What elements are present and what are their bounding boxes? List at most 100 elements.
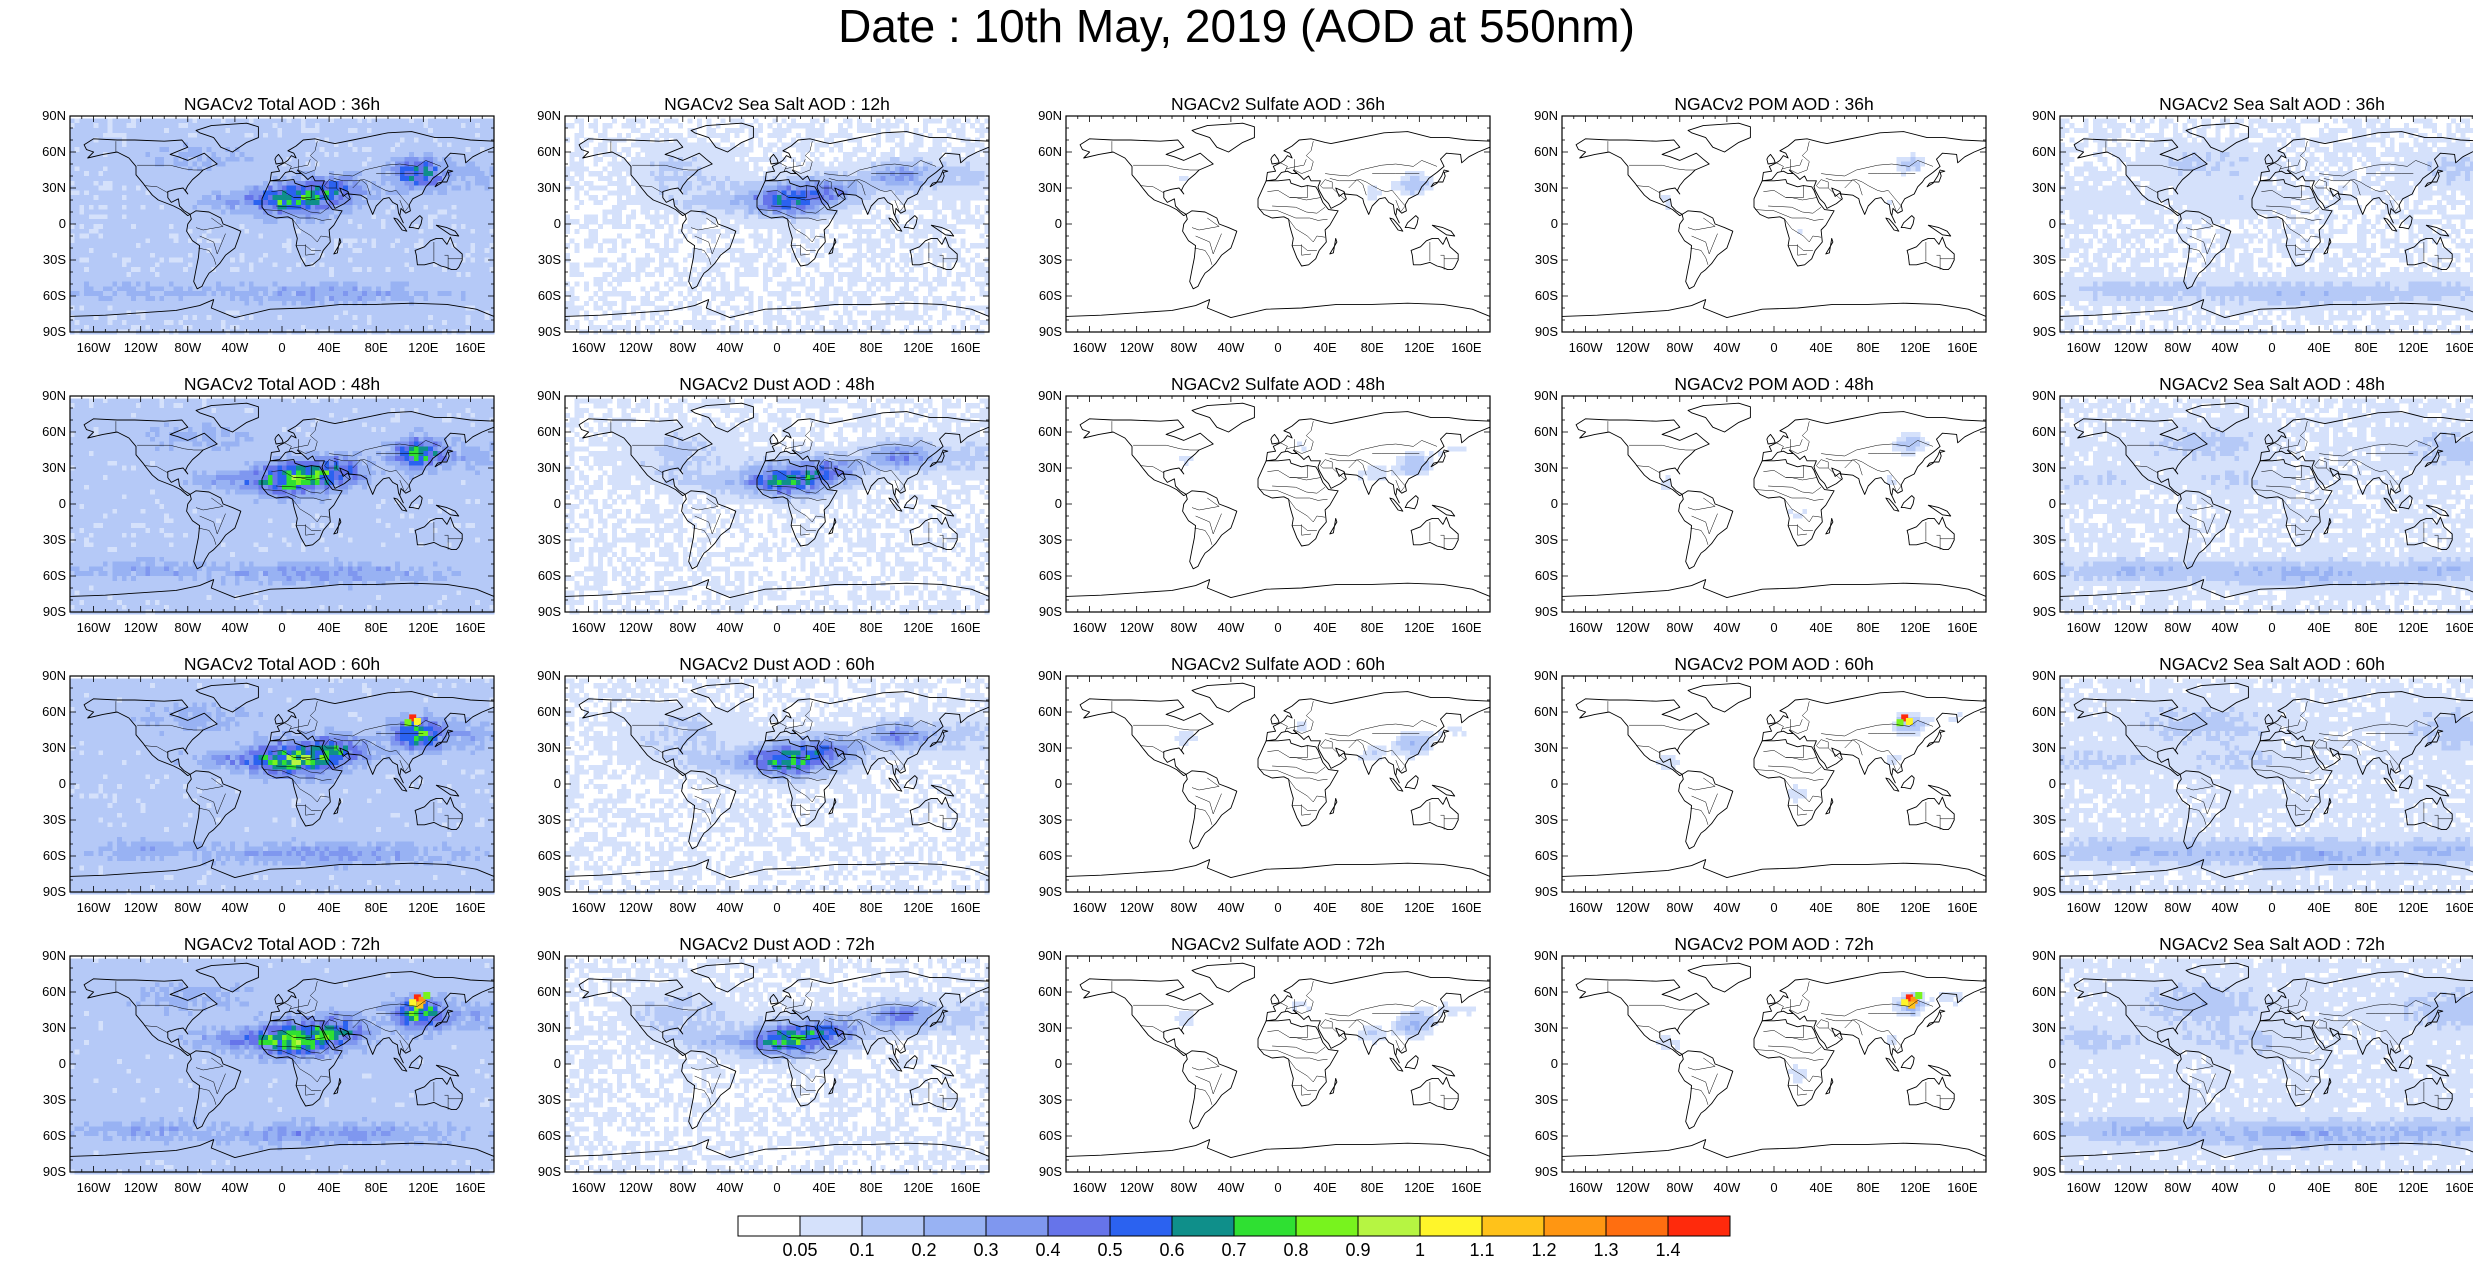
lat-tick-label: 90N bbox=[1038, 108, 1062, 123]
lon-tick-label: 120W bbox=[1616, 1180, 1651, 1195]
lon-tick-label: 120W bbox=[619, 1180, 654, 1195]
colorbar-label: 0.05 bbox=[782, 1240, 817, 1260]
lon-tick-label: 80E bbox=[1857, 1180, 1880, 1195]
lon-tick-label: 160W bbox=[572, 1180, 607, 1195]
lon-tick-label: 160W bbox=[572, 620, 607, 635]
lon-tick-label: 160W bbox=[2067, 620, 2102, 635]
lon-tick-label: 160E bbox=[455, 900, 486, 915]
lon-tick-label: 160E bbox=[1947, 340, 1978, 355]
lon-tick-label: 80W bbox=[1666, 900, 1693, 915]
colorbar-label: 0.4 bbox=[1035, 1240, 1060, 1260]
lon-tick-label: 80E bbox=[1361, 620, 1384, 635]
lat-tick-label: 90N bbox=[2032, 388, 2056, 403]
lon-tick-label: 40E bbox=[318, 1180, 341, 1195]
world-map: 90N 60N 30N 0 30S 60S 90S 160W 120W 80W 40W 0 40E 80E… bbox=[1534, 948, 1987, 1195]
lat-tick-label: 60N bbox=[1534, 704, 1558, 719]
lon-tick-label: 40W bbox=[2212, 340, 2239, 355]
lat-tick-label: 30N bbox=[2032, 1020, 2056, 1035]
lon-tick-label: 120W bbox=[1616, 620, 1651, 635]
lat-tick-label: 60S bbox=[1535, 568, 1558, 583]
lon-tick-label: 120W bbox=[1120, 1180, 1155, 1195]
lon-tick-label: 40E bbox=[2308, 1180, 2331, 1195]
lon-tick-label: 80E bbox=[860, 620, 883, 635]
lon-tick-label: 40E bbox=[1314, 340, 1337, 355]
lat-tick-label: 30S bbox=[1535, 1092, 1558, 1107]
panel-title: NGACv2 Total AOD : 48h bbox=[70, 374, 494, 394]
lat-tick-label: 90N bbox=[1534, 388, 1558, 403]
lon-tick-label: 160E bbox=[1947, 900, 1978, 915]
lat-tick-label: 60N bbox=[1038, 704, 1062, 719]
lat-tick-label: 90N bbox=[1038, 668, 1062, 683]
colorbar-swatch bbox=[799, 1215, 863, 1237]
lon-tick-label: 120E bbox=[903, 620, 934, 635]
lat-tick-label: 30N bbox=[1534, 180, 1558, 195]
panel-title: NGACv2 Sulfate AOD : 60h bbox=[1066, 654, 1490, 674]
lon-tick-label: 80E bbox=[2355, 1180, 2378, 1195]
lon-tick-label: 120E bbox=[903, 1180, 934, 1195]
lat-tick-label: 30N bbox=[1534, 460, 1558, 475]
world-map: 90N 60N 30N 0 30S 60S 90S 160W 120W 80W 40W 0 40E 80E… bbox=[537, 948, 990, 1195]
lon-tick-label: 40E bbox=[1314, 900, 1337, 915]
colorbar-swatch bbox=[1605, 1215, 1669, 1237]
panel-title: NGACv2 Sulfate AOD : 36h bbox=[1066, 94, 1490, 114]
lon-tick-label: 120E bbox=[1404, 340, 1435, 355]
lon-tick-label: 120E bbox=[1404, 1180, 1435, 1195]
lon-tick-label: 40W bbox=[717, 340, 744, 355]
lon-tick-label: 0 bbox=[1274, 1180, 1281, 1195]
lat-tick-label: 90S bbox=[2033, 1164, 2056, 1179]
lon-tick-label: 120W bbox=[619, 900, 654, 915]
lon-tick-label: 120W bbox=[124, 1180, 159, 1195]
lon-tick-label: 120E bbox=[1404, 900, 1435, 915]
lon-tick-label: 80W bbox=[1666, 340, 1693, 355]
lon-tick-label: 80W bbox=[2164, 620, 2191, 635]
panel-title: NGACv2 Sea Salt AOD : 12h bbox=[565, 94, 989, 114]
lon-tick-label: 40W bbox=[222, 620, 249, 635]
lon-tick-label: 120W bbox=[124, 340, 159, 355]
lat-tick-label: 30S bbox=[1535, 812, 1558, 827]
lon-tick-label: 120E bbox=[1900, 1180, 1931, 1195]
lat-tick-label: 30N bbox=[1038, 740, 1062, 755]
lat-tick-label: 90N bbox=[1038, 948, 1062, 963]
colorbar-label: 0.1 bbox=[849, 1240, 874, 1260]
lat-tick-label: 30N bbox=[42, 1020, 66, 1035]
map-panel: 90N 60N 30N 0 30S 60S 90S 160W 120W 80W 40W 0 40E 80E… bbox=[32, 934, 495, 1195]
lat-tick-label: 0 bbox=[1551, 216, 1558, 231]
map-panel: 90N 60N 30N 0 30S 60S 90S 160W 120W 80W 40W 0 40E 80E… bbox=[527, 94, 990, 355]
lat-tick-label: 60S bbox=[2033, 1128, 2056, 1143]
colorbar-label: 1.4 bbox=[1655, 1240, 1680, 1260]
lat-tick-label: 60S bbox=[43, 848, 66, 863]
lat-tick-label: 30N bbox=[2032, 460, 2056, 475]
lat-tick-label: 90N bbox=[42, 948, 66, 963]
lon-tick-label: 40W bbox=[222, 1180, 249, 1195]
lon-tick-label: 160E bbox=[950, 900, 981, 915]
lon-tick-label: 40W bbox=[1714, 340, 1741, 355]
lat-tick-label: 30S bbox=[1535, 532, 1558, 547]
lat-tick-label: 0 bbox=[1551, 496, 1558, 511]
lon-tick-label: 160W bbox=[1569, 900, 1604, 915]
lon-tick-label: 40E bbox=[813, 900, 836, 915]
lon-tick-label: 80E bbox=[365, 340, 388, 355]
lon-tick-label: 120W bbox=[2114, 1180, 2149, 1195]
lat-tick-label: 60N bbox=[2032, 704, 2056, 719]
lon-tick-label: 80W bbox=[174, 900, 201, 915]
lon-tick-label: 120W bbox=[619, 620, 654, 635]
world-map: 90N 60N 30N 0 30S 60S 90S 160W 120W 80W 40W 0 40E 80E… bbox=[1038, 388, 1491, 635]
colorbar-label: 0.6 bbox=[1159, 1240, 1184, 1260]
lon-tick-label: 160E bbox=[950, 620, 981, 635]
lon-tick-label: 120W bbox=[124, 620, 159, 635]
colorbar-swatch bbox=[1543, 1215, 1607, 1237]
lon-tick-label: 80E bbox=[860, 340, 883, 355]
lat-tick-label: 0 bbox=[1551, 776, 1558, 791]
colorbar-swatch bbox=[1109, 1215, 1173, 1237]
lon-tick-label: 40W bbox=[222, 900, 249, 915]
lat-tick-label: 90N bbox=[42, 388, 66, 403]
lon-tick-label: 80E bbox=[860, 900, 883, 915]
lon-tick-label: 120W bbox=[1120, 900, 1155, 915]
colorbar-label: 1.1 bbox=[1469, 1240, 1494, 1260]
world-map: 90N 60N 30N 0 30S 60S 90S 160W 120W 80W 40W 0 40E 80E… bbox=[2032, 388, 2473, 635]
lat-tick-label: 0 bbox=[59, 496, 66, 511]
lon-tick-label: 160E bbox=[1451, 620, 1482, 635]
lat-tick-label: 0 bbox=[1055, 776, 1062, 791]
lon-tick-label: 0 bbox=[278, 340, 285, 355]
lon-tick-label: 160E bbox=[950, 1180, 981, 1195]
